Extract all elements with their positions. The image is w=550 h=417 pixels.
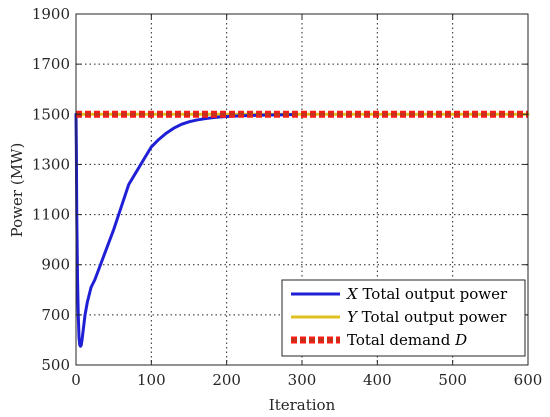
- y-tick-label: 700: [41, 306, 70, 324]
- y-tick-label: 900: [41, 256, 70, 274]
- x-tick-label: 200: [212, 371, 241, 389]
- x-tick-label: 100: [137, 371, 166, 389]
- legend-label-demand: Total demand D: [347, 331, 467, 349]
- y-tick-label: 1500: [32, 105, 70, 123]
- x-tick-label: 400: [363, 371, 392, 389]
- legend: X Total output power Y Total output powe…: [281, 279, 526, 357]
- legend-label-x: X Total output power: [346, 285, 508, 303]
- series-line-0: [74, 112, 296, 348]
- ticks: [75, 13, 529, 366]
- series-layer: [74, 110, 530, 348]
- y-tick-label: 1700: [32, 55, 70, 73]
- x-tick-label: 500: [438, 371, 467, 389]
- x-tick-label: 0: [71, 371, 81, 389]
- y-tick-label: 1900: [32, 5, 70, 23]
- y-tick-labels: 500 700 900 1100 1300 1500 1700 1900: [32, 5, 70, 374]
- x-tick-label: 300: [288, 371, 317, 389]
- x-tick-label: 600: [514, 371, 543, 389]
- x-axis-label: Iteration: [269, 396, 336, 414]
- y-tick-label: 1300: [32, 155, 70, 173]
- y-tick-label: 1100: [32, 206, 70, 224]
- x-tick-labels: 0 100 200 300 400 500 600: [71, 371, 542, 389]
- y-axis-label: Power (MW): [8, 143, 26, 238]
- y-tick-label: 500: [41, 356, 70, 374]
- legend-label-y: Y Total output power: [347, 308, 507, 326]
